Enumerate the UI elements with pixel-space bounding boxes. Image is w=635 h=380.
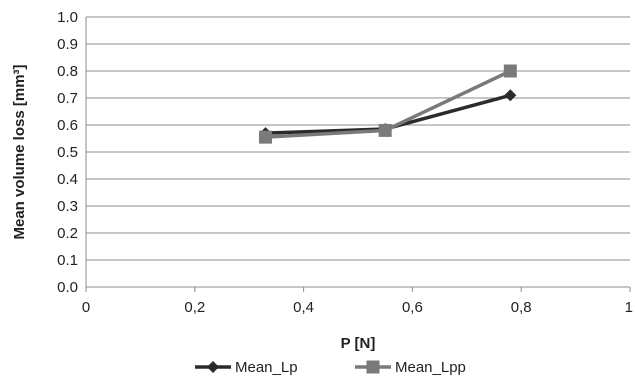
y-tick-label: 0.1 <box>57 252 78 269</box>
y-tick-label: 0.2 <box>57 225 78 242</box>
data-point <box>503 64 517 78</box>
data-point <box>259 130 273 144</box>
series-Mean_Lpp <box>259 64 517 144</box>
tick-labels: 0.0 0.1 0.2 0.3 0.4 0.5 0.6 0.7 0.8 0.9 1.0 0 0,2 0,4… <box>57 9 633 316</box>
y-tick-label: 0.5 <box>57 144 78 161</box>
series-layer <box>259 64 517 144</box>
x-tick-label: 1 <box>625 299 633 316</box>
y-tick-label: 0.3 <box>57 198 78 215</box>
y-tick-label: 0.6 <box>57 117 78 134</box>
x-tick-label: 0 <box>82 299 90 316</box>
legend-item: Mean_Lp <box>195 359 298 376</box>
x-tick-label: 0,8 <box>511 299 532 316</box>
gridlines <box>86 16 630 288</box>
legend-marker <box>366 360 380 374</box>
y-axis-title: Mean volume loss [mm³] <box>11 64 28 239</box>
x-tick-label: 0,4 <box>293 299 314 316</box>
legend-marker <box>207 361 219 373</box>
y-tick-label: 0.0 <box>57 279 78 296</box>
x-axis-title: P [N] <box>341 335 376 352</box>
y-tick-label: 0.8 <box>57 63 78 80</box>
legend: Mean_Lp Mean_Lpp <box>195 359 466 376</box>
y-tick-label: 0.7 <box>57 90 78 107</box>
legend-label: Mean_Lp <box>235 359 298 376</box>
y-tick-label: 1.0 <box>57 9 78 26</box>
data-point <box>378 123 392 137</box>
x-tick-label: 0,2 <box>184 299 205 316</box>
legend-label: Mean_Lpp <box>395 359 466 376</box>
y-tick-label: 0.4 <box>57 171 78 188</box>
legend-item: Mean_Lpp <box>355 359 466 376</box>
axes <box>85 17 631 292</box>
data-point <box>504 89 517 102</box>
y-tick-label: 0.9 <box>57 36 78 53</box>
x-tick-label: 0,6 <box>402 299 423 316</box>
